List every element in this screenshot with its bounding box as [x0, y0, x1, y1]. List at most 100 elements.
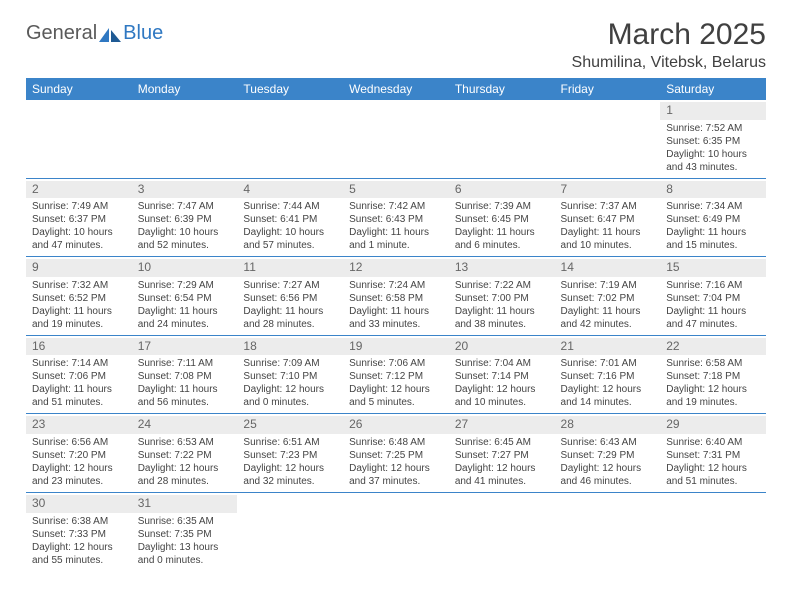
- sunrise-text: Sunrise: 7:01 AM: [561, 357, 655, 370]
- calendar-day-cell: 3Sunrise: 7:47 AMSunset: 6:39 PMDaylight…: [132, 178, 238, 257]
- sunset-text: Sunset: 7:06 PM: [32, 370, 126, 383]
- sunrise-text: Sunrise: 7:42 AM: [349, 200, 443, 213]
- sunset-text: Sunset: 6:43 PM: [349, 213, 443, 226]
- logo-sail-icon: [99, 26, 121, 42]
- day-number: 6: [449, 181, 555, 199]
- calendar-day-cell: 26Sunrise: 6:48 AMSunset: 7:25 PMDayligh…: [343, 414, 449, 493]
- sunrise-text: Sunrise: 7:39 AM: [455, 200, 549, 213]
- sunset-text: Sunset: 6:41 PM: [243, 213, 337, 226]
- calendar-day-cell: 12Sunrise: 7:24 AMSunset: 6:58 PMDayligh…: [343, 257, 449, 336]
- sunrise-text: Sunrise: 7:37 AM: [561, 200, 655, 213]
- daylight-text: Daylight: 12 hours: [349, 462, 443, 475]
- sunrise-text: Sunrise: 7:52 AM: [666, 122, 760, 135]
- day-number: 18: [237, 338, 343, 356]
- logo-text-blue: Blue: [123, 22, 163, 45]
- daylight-text: Daylight: 11 hours: [666, 305, 760, 318]
- daylight-text: Daylight: 12 hours: [561, 383, 655, 396]
- sunset-text: Sunset: 7:35 PM: [138, 528, 232, 541]
- sunset-text: Sunset: 7:18 PM: [666, 370, 760, 383]
- calendar-day-cell: 23Sunrise: 6:56 AMSunset: 7:20 PMDayligh…: [26, 414, 132, 493]
- day-number: 2: [26, 181, 132, 199]
- month-title: March 2025: [572, 18, 766, 52]
- day-number: 30: [26, 495, 132, 513]
- calendar-day-cell: 18Sunrise: 7:09 AMSunset: 7:10 PMDayligh…: [237, 335, 343, 414]
- sunset-text: Sunset: 7:00 PM: [455, 292, 549, 305]
- calendar-day-cell: [343, 492, 449, 570]
- daylight-text: and 33 minutes.: [349, 318, 443, 331]
- calendar-day-cell: 21Sunrise: 7:01 AMSunset: 7:16 PMDayligh…: [555, 335, 661, 414]
- calendar-day-cell: 17Sunrise: 7:11 AMSunset: 7:08 PMDayligh…: [132, 335, 238, 414]
- calendar-day-cell: [555, 492, 661, 570]
- daylight-text: Daylight: 11 hours: [32, 305, 126, 318]
- sunset-text: Sunset: 6:56 PM: [243, 292, 337, 305]
- sunset-text: Sunset: 7:25 PM: [349, 449, 443, 462]
- day-number: 14: [555, 259, 661, 277]
- daylight-text: and 42 minutes.: [561, 318, 655, 331]
- calendar-day-cell: 1Sunrise: 7:52 AMSunset: 6:35 PMDaylight…: [660, 100, 766, 178]
- sunrise-text: Sunrise: 7:16 AM: [666, 279, 760, 292]
- calendar-day-cell: [555, 100, 661, 178]
- sunrise-text: Sunrise: 7:09 AM: [243, 357, 337, 370]
- daylight-text: Daylight: 11 hours: [349, 305, 443, 318]
- calendar-table: Sunday Monday Tuesday Wednesday Thursday…: [26, 78, 766, 571]
- day-header: Sunday: [26, 78, 132, 100]
- sunset-text: Sunset: 7:20 PM: [32, 449, 126, 462]
- sunrise-text: Sunrise: 7:06 AM: [349, 357, 443, 370]
- location-subtitle: Shumilina, Vitebsk, Belarus: [572, 54, 766, 72]
- daylight-text: and 23 minutes.: [32, 475, 126, 488]
- day-number: 24: [132, 416, 238, 434]
- day-number: 12: [343, 259, 449, 277]
- sunrise-text: Sunrise: 7:47 AM: [138, 200, 232, 213]
- daylight-text: and 10 minutes.: [561, 239, 655, 252]
- daylight-text: Daylight: 11 hours: [243, 305, 337, 318]
- day-number: 5: [343, 181, 449, 199]
- calendar-day-cell: [237, 492, 343, 570]
- day-header: Wednesday: [343, 78, 449, 100]
- calendar-body: 1Sunrise: 7:52 AMSunset: 6:35 PMDaylight…: [26, 100, 766, 571]
- daylight-text: Daylight: 11 hours: [455, 305, 549, 318]
- calendar-day-cell: 5Sunrise: 7:42 AMSunset: 6:43 PMDaylight…: [343, 178, 449, 257]
- calendar-day-cell: [449, 100, 555, 178]
- daylight-text: Daylight: 11 hours: [32, 383, 126, 396]
- calendar-day-cell: 22Sunrise: 6:58 AMSunset: 7:18 PMDayligh…: [660, 335, 766, 414]
- day-number: 19: [343, 338, 449, 356]
- calendar-day-cell: 25Sunrise: 6:51 AMSunset: 7:23 PMDayligh…: [237, 414, 343, 493]
- daylight-text: Daylight: 12 hours: [666, 383, 760, 396]
- day-number: 17: [132, 338, 238, 356]
- sunrise-text: Sunrise: 7:19 AM: [561, 279, 655, 292]
- sunrise-text: Sunrise: 7:11 AM: [138, 357, 232, 370]
- daylight-text: and 6 minutes.: [455, 239, 549, 252]
- sunrise-text: Sunrise: 6:35 AM: [138, 515, 232, 528]
- day-number: 11: [237, 259, 343, 277]
- daylight-text: and 55 minutes.: [32, 554, 126, 567]
- sunrise-text: Sunrise: 6:38 AM: [32, 515, 126, 528]
- daylight-text: and 52 minutes.: [138, 239, 232, 252]
- daylight-text: and 0 minutes.: [243, 396, 337, 409]
- calendar-day-cell: [26, 100, 132, 178]
- calendar-week-row: 1Sunrise: 7:52 AMSunset: 6:35 PMDaylight…: [26, 100, 766, 178]
- calendar-day-cell: 13Sunrise: 7:22 AMSunset: 7:00 PMDayligh…: [449, 257, 555, 336]
- daylight-text: Daylight: 11 hours: [561, 226, 655, 239]
- calendar-day-cell: [237, 100, 343, 178]
- daylight-text: and 14 minutes.: [561, 396, 655, 409]
- daylight-text: and 24 minutes.: [138, 318, 232, 331]
- calendar-day-cell: 16Sunrise: 7:14 AMSunset: 7:06 PMDayligh…: [26, 335, 132, 414]
- sunrise-text: Sunrise: 7:14 AM: [32, 357, 126, 370]
- daylight-text: Daylight: 12 hours: [349, 383, 443, 396]
- daylight-text: and 32 minutes.: [243, 475, 337, 488]
- calendar-day-cell: 8Sunrise: 7:34 AMSunset: 6:49 PMDaylight…: [660, 178, 766, 257]
- calendar-day-cell: 27Sunrise: 6:45 AMSunset: 7:27 PMDayligh…: [449, 414, 555, 493]
- sunset-text: Sunset: 7:02 PM: [561, 292, 655, 305]
- sunset-text: Sunset: 7:27 PM: [455, 449, 549, 462]
- day-number: 26: [343, 416, 449, 434]
- sunrise-text: Sunrise: 7:29 AM: [138, 279, 232, 292]
- sunrise-text: Sunrise: 7:34 AM: [666, 200, 760, 213]
- day-number: 4: [237, 181, 343, 199]
- daylight-text: and 1 minute.: [349, 239, 443, 252]
- sunrise-text: Sunrise: 7:24 AM: [349, 279, 443, 292]
- day-number: 20: [449, 338, 555, 356]
- calendar-week-row: 2Sunrise: 7:49 AMSunset: 6:37 PMDaylight…: [26, 178, 766, 257]
- day-number: 13: [449, 259, 555, 277]
- daylight-text: Daylight: 11 hours: [666, 226, 760, 239]
- sunset-text: Sunset: 7:12 PM: [349, 370, 443, 383]
